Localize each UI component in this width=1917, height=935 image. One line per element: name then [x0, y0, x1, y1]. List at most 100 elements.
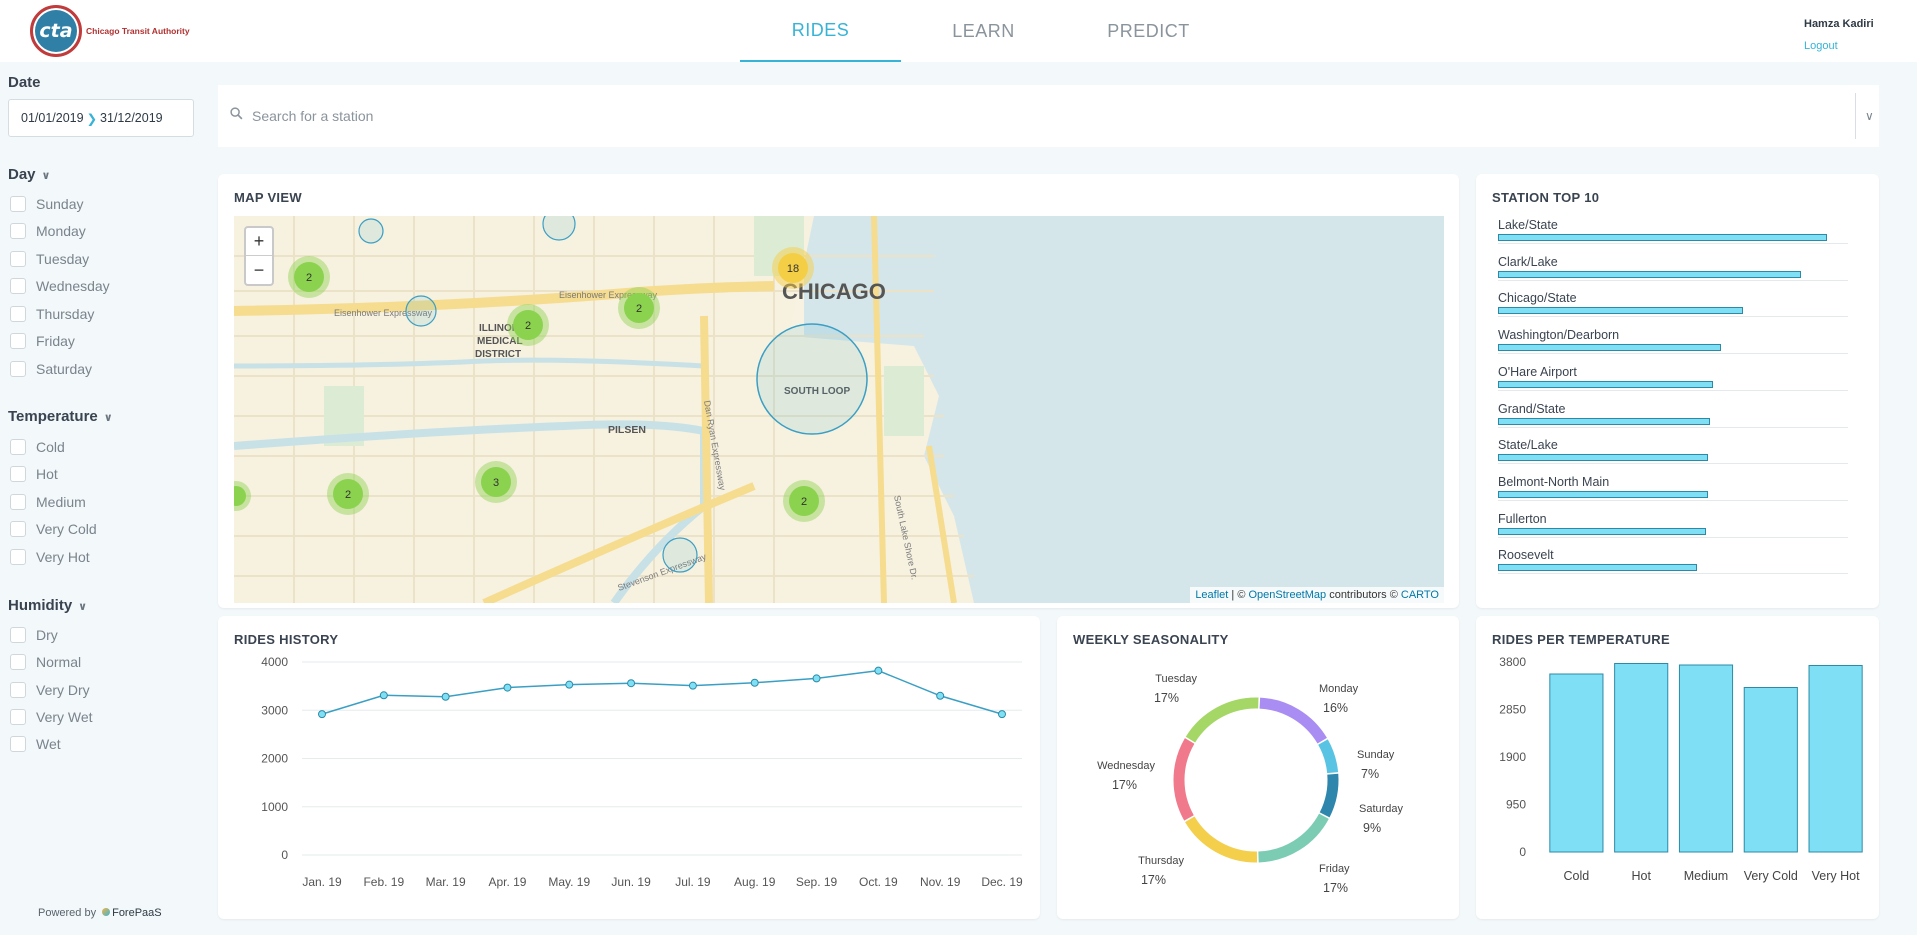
day-option-monday[interactable]: Monday [10, 223, 86, 239]
station-marker[interactable] [358, 218, 384, 244]
station-row[interactable]: Clark/Lake [1498, 255, 1848, 281]
checkbox[interactable] [10, 306, 26, 322]
temperature-filter-title[interactable]: Temperature ∨ [8, 408, 113, 425]
station-bar[interactable] [1498, 234, 1827, 241]
station-row[interactable]: Lake/State [1498, 218, 1848, 244]
cluster-marker[interactable]: 2 [327, 473, 369, 515]
data-point[interactable] [936, 691, 945, 700]
pie-slice[interactable] [1185, 697, 1259, 743]
checkbox[interactable] [10, 196, 26, 212]
zoom-in-button[interactable]: + [246, 228, 272, 256]
pie-slice[interactable] [1318, 739, 1339, 774]
data-point[interactable] [812, 674, 821, 683]
checkbox[interactable] [10, 736, 26, 752]
pie-slice[interactable] [1258, 813, 1329, 863]
checkbox[interactable] [10, 361, 26, 377]
humidity-option-very-wet[interactable]: Very Wet [10, 709, 93, 725]
station-bar[interactable] [1498, 454, 1708, 462]
data-point[interactable] [998, 710, 1006, 719]
station-circle-markers[interactable] [358, 216, 868, 573]
station-row[interactable]: O'Hare Airport [1498, 365, 1848, 391]
temperature-bar[interactable] [1549, 673, 1604, 853]
station-row[interactable]: State/Lake [1498, 438, 1848, 465]
humidity-option-dry[interactable]: Dry [10, 627, 58, 643]
logout-link[interactable]: Logout [1804, 40, 1838, 52]
data-point[interactable] [627, 679, 636, 688]
cluster-marker[interactable]: 2 [507, 304, 549, 346]
data-point[interactable] [318, 710, 326, 719]
station-row[interactable]: Chicago/State [1498, 291, 1848, 318]
checkbox[interactable] [10, 521, 26, 537]
data-point[interactable] [503, 683, 512, 692]
station-map[interactable]: CHICAGO ILLINOIS MEDICAL DISTRICT SOUTH … [234, 216, 1444, 603]
station-row[interactable]: Belmont-North Main [1498, 475, 1848, 501]
tab-learn[interactable]: LEARN [952, 20, 1015, 41]
humidity-option-normal[interactable]: Normal [10, 654, 81, 670]
zoom-out-button[interactable]: − [253, 259, 265, 280]
carto-link[interactable]: CARTO [1400, 589, 1439, 601]
data-point[interactable] [379, 691, 388, 700]
data-point[interactable] [874, 666, 883, 675]
map-canvas[interactable]: CHICAGO ILLINOIS MEDICAL DISTRICT SOUTH … [234, 216, 1444, 603]
pie-slice[interactable] [1259, 697, 1327, 744]
checkbox[interactable] [10, 494, 26, 510]
cluster-marker[interactable]: 3 [475, 461, 517, 503]
checkbox[interactable] [10, 654, 26, 670]
data-point[interactable] [441, 692, 450, 701]
checkbox[interactable] [10, 682, 26, 698]
pie-slice[interactable] [1319, 773, 1339, 818]
pie-slice[interactable] [1185, 816, 1258, 863]
checkbox[interactable] [10, 333, 26, 349]
day-option-friday[interactable]: Friday [10, 333, 75, 349]
checkbox[interactable] [10, 709, 26, 725]
station-row[interactable]: Fullerton [1498, 512, 1848, 538]
forepaas-logo[interactable]: ForePaaS [102, 907, 162, 919]
chevron-down-icon[interactable]: ∨ [1865, 109, 1874, 123]
tab-predict[interactable]: PREDICT [1107, 20, 1190, 41]
station-bar[interactable] [1498, 307, 1743, 315]
checkbox[interactable] [10, 439, 26, 455]
data-point[interactable] [688, 681, 697, 690]
station-marker-large[interactable] [756, 323, 868, 435]
tab-rides[interactable]: RIDES [740, 0, 901, 62]
checkbox[interactable] [10, 278, 26, 294]
station-bar[interactable] [1498, 344, 1721, 352]
temperature-bar[interactable] [1743, 687, 1798, 853]
temperature-option-hot[interactable]: Hot [10, 466, 58, 482]
checkbox[interactable] [10, 251, 26, 267]
temperature-option-very-cold[interactable]: Very Cold [10, 521, 97, 537]
station-bar[interactable] [1498, 417, 1710, 425]
temperature-bar[interactable] [1808, 665, 1863, 853]
cluster-marker[interactable]: 2 [288, 256, 330, 298]
osm-link[interactable]: OpenStreetMap [1248, 589, 1327, 601]
station-marker[interactable] [405, 295, 437, 327]
humidity-option-wet[interactable]: Wet [10, 736, 61, 752]
temperature-bar[interactable] [1614, 663, 1669, 853]
station-bar[interactable] [1498, 564, 1697, 572]
checkbox[interactable] [10, 549, 26, 565]
station-bar[interactable] [1498, 527, 1707, 535]
day-option-thursday[interactable]: Thursday [10, 306, 94, 322]
pie-slice[interactable] [1173, 738, 1195, 821]
station-row[interactable]: Roosevelt [1498, 548, 1848, 575]
temperature-option-very-hot[interactable]: Very Hot [10, 549, 90, 565]
checkbox[interactable] [10, 223, 26, 239]
cluster-marker[interactable]: 2 [618, 287, 660, 329]
station-search-input[interactable] [250, 100, 1750, 132]
station-bar[interactable] [1498, 380, 1714, 388]
station-row[interactable]: Grand/State [1498, 402, 1848, 428]
leaflet-link[interactable]: Leaflet [1195, 589, 1229, 601]
date-range-picker[interactable]: 01/01/2019 ❯ 31/12/2019 [8, 99, 194, 137]
humidity-filter-title[interactable]: Humidity ∨ [8, 597, 88, 614]
checkbox[interactable] [10, 627, 26, 643]
data-point[interactable] [565, 680, 574, 689]
station-row[interactable]: Washington/Dearborn [1498, 328, 1848, 355]
cluster-marker[interactable]: 2 [783, 480, 825, 522]
data-point[interactable] [750, 678, 759, 687]
temperature-bar[interactable] [1678, 664, 1734, 853]
day-option-wednesday[interactable]: Wednesday [10, 278, 110, 294]
station-marker[interactable] [542, 216, 576, 241]
cluster-marker-partial[interactable] [234, 481, 251, 511]
day-option-saturday[interactable]: Saturday [10, 361, 92, 377]
temperature-option-medium[interactable]: Medium [10, 494, 86, 510]
